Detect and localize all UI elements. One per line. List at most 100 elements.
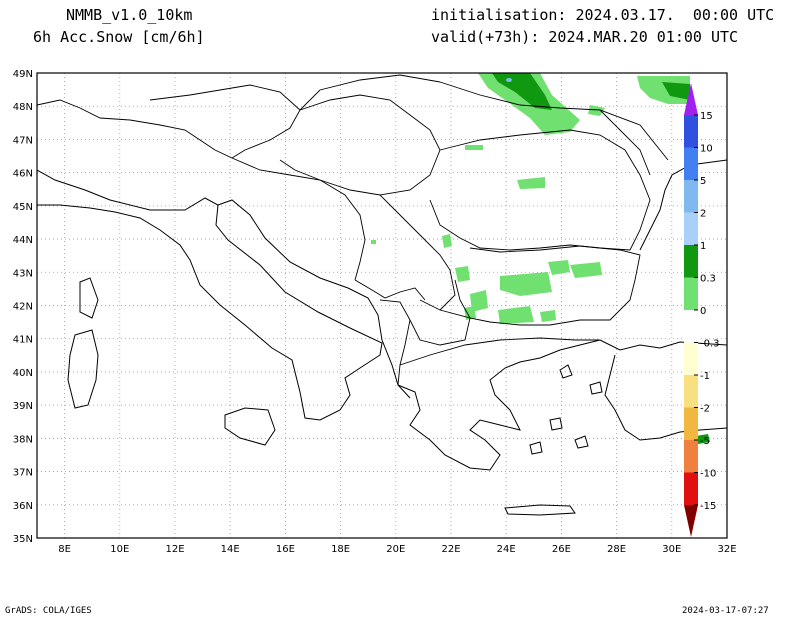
colorbar-block-9 (684, 407, 698, 440)
colorbar-label-5: 0.3 (700, 274, 716, 285)
colorbar-label-0: 15 (700, 111, 713, 122)
colorbar-block-1 (684, 147, 698, 180)
colorbar-bottom-arrow (684, 505, 698, 537)
grid-lines (37, 73, 728, 538)
lat-tick-8: 41N (13, 335, 33, 346)
map-frame (36, 72, 728, 539)
snow-area-rhodopes-east (540, 310, 556, 322)
model-title: NMMB_v1.0_10km (66, 6, 193, 24)
lat-tick-3: 46N (13, 169, 33, 180)
coastlines (37, 159, 727, 516)
austria-border (149, 84, 301, 159)
snow-area-albania (464, 306, 476, 320)
lon-tick-10: 28E (607, 544, 626, 555)
lon-tick-2: 12E (165, 544, 184, 555)
lon-tick-3: 14E (221, 544, 240, 555)
colorbar-block-2 (684, 180, 698, 213)
lon-tick-7: 22E (441, 544, 460, 555)
romania-border (429, 129, 651, 251)
colorbar-block-11 (684, 472, 698, 505)
slovakia-border (299, 74, 441, 111)
lat-tick-11: 38N (13, 434, 33, 445)
longitude-axis: 8E 10E 12E 14E 16E 18E 20E 22E 24E 26E 28E 30E 32E (58, 544, 736, 555)
lon-tick-0: 8E (58, 544, 71, 555)
serbia-border (379, 194, 456, 311)
snow-area-bulgaria-west (455, 266, 470, 282)
lon-tick-9: 26E (552, 544, 571, 555)
snow-spot-romania-1 (465, 145, 483, 150)
corsica-coastline (79, 277, 99, 319)
albania-border (379, 299, 411, 386)
lat-tick-5: 44N (13, 235, 33, 246)
lat-tick-10: 39N (13, 401, 33, 412)
italy-coastline (37, 169, 383, 421)
lat-tick-6: 43N (13, 268, 33, 279)
montenegro-kosovo-border (354, 279, 426, 301)
colorbar-label-12: -15 (700, 501, 716, 512)
grads-credit: GrADS: COLA/IGES (5, 606, 92, 616)
snow-area-moldova (588, 105, 605, 116)
snow-area-ukraine-core (492, 73, 552, 110)
hungary-border (279, 94, 441, 196)
ukraine-border (439, 81, 669, 161)
macedonia-border (409, 299, 471, 346)
black-sea-coast (639, 159, 727, 251)
snow-area-macedonia (470, 290, 488, 312)
crete-coastline (504, 504, 576, 516)
creation-timestamp: 2024-03-17-07:27 (682, 606, 769, 616)
snow-area-bulgaria-central (500, 272, 552, 296)
sicily-coastline (224, 407, 276, 446)
snow-area-rhodopes (498, 306, 534, 324)
snow-fields (371, 73, 710, 444)
lon-tick-1: 10E (110, 544, 129, 555)
colorbar-label-7: -0.3 (700, 339, 720, 350)
snow-area-bulgaria-east (548, 260, 570, 275)
lon-tick-12: 32E (717, 544, 736, 555)
colorbar-block-8 (684, 375, 698, 408)
lon-tick-4: 16E (276, 544, 295, 555)
colorbar-label-11: -10 (700, 469, 716, 480)
colorbar-label-8: -1 (700, 371, 710, 382)
snow-area-northeast-core (662, 82, 690, 100)
lon-tick-6: 20E (386, 544, 405, 555)
colorbar-label-1: 10 (700, 144, 713, 155)
lat-tick-9: 40N (13, 368, 33, 379)
snow-spot-romania-2 (517, 177, 545, 189)
lon-tick-5: 18E (331, 544, 350, 555)
lon-tick-11: 30E (662, 544, 681, 555)
colorbar-block-10 (684, 440, 698, 473)
colorbar-top-arrow (684, 83, 698, 115)
colorbar-block-0 (684, 115, 698, 148)
lon-tick-8: 24E (497, 544, 516, 555)
snow-spot-serbia-east (442, 234, 452, 248)
colorbar-label-2: 5 (700, 176, 706, 187)
snow-area-bulgaria-east2 (570, 262, 602, 278)
colorbar-block-5 (684, 277, 698, 310)
greece-coastline (397, 339, 601, 471)
snow-spot-high (506, 78, 512, 82)
lat-tick-0: 49N (13, 69, 33, 80)
alps-border (37, 99, 233, 159)
lat-tick-14: 35N (13, 534, 33, 545)
adriatic-east-coast (217, 199, 411, 399)
lat-tick-13: 36N (13, 501, 33, 512)
colorbar-label-10: -5 (700, 436, 710, 447)
colorbar-label-4: 1 (700, 241, 706, 252)
colorbar-block-3 (684, 212, 698, 245)
colorbar-block-7 (684, 342, 698, 375)
aegean-islands (529, 364, 603, 455)
colorbar-block-4 (684, 245, 698, 278)
colorbar-label-6: 0 (700, 306, 706, 317)
lat-tick-1: 48N (13, 102, 33, 113)
sardinia-coastline (67, 329, 99, 409)
croatia-bosnia-border (231, 157, 366, 281)
colorbar-label-3: 2 (700, 209, 706, 220)
lat-tick-12: 37N (13, 468, 33, 479)
lat-tick-2: 47N (13, 135, 33, 146)
moldova-border (599, 109, 651, 176)
valid-time: valid(+73h): 2024.MAR.20 01:00 UTC (431, 28, 739, 46)
init-time: initialisation: 2024.03.17. 00:00 UTC (431, 6, 775, 24)
bulgaria-border (454, 245, 641, 326)
latitude-axis: 49N 48N 47N 46N 45N 44N 43N 42N 41N 40N 39N 38N 37N 3… (13, 69, 33, 545)
